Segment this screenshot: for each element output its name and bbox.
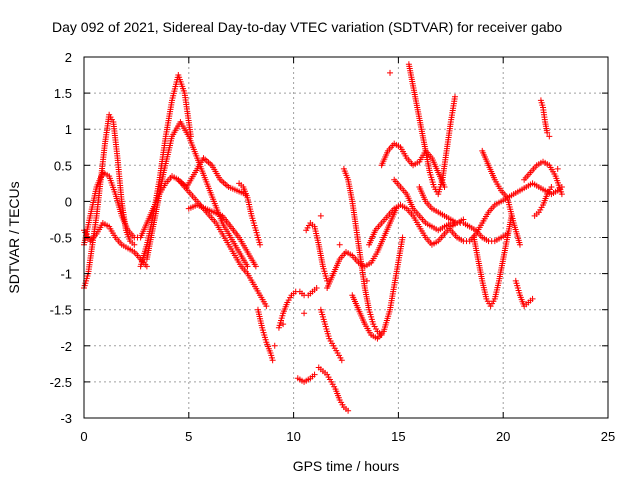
data-point-arc-2 [131, 241, 138, 248]
axis-ticks [83, 56, 609, 419]
data-point-arc-28 [546, 133, 553, 140]
data-point-arc-25 [516, 241, 523, 248]
grid-lines [84, 57, 608, 418]
data-point-arc-9 [269, 357, 276, 364]
y-tick-label: -1.5 [50, 303, 72, 318]
y-tick-label: -2.5 [50, 375, 72, 390]
data-point-arc-3 [143, 263, 150, 270]
data-points [81, 61, 565, 414]
data-point-isolated [280, 321, 287, 328]
data-point-isolated [271, 342, 278, 349]
x-axis-label: GPS time / hours [293, 458, 400, 474]
data-point-arc-11 [311, 371, 318, 378]
data-point-isolated [301, 310, 308, 317]
y-tick-label: 1.5 [54, 86, 72, 101]
data-point-arc-28 [544, 129, 551, 136]
y-tick-label: 1 [65, 122, 72, 137]
data-point-arc-10 [313, 285, 320, 292]
data-point-arc-5 [244, 263, 251, 270]
data-point-arc-29 [548, 183, 555, 190]
data-point-isolated [317, 212, 324, 219]
y-tick-label: -3 [60, 411, 72, 426]
data-point-arc-13 [324, 277, 331, 284]
x-tick-label: 15 [391, 429, 405, 444]
y-tick-label: 2 [65, 50, 72, 65]
y-tick-label: -0.5 [50, 231, 72, 246]
y-axis-label: SDTVAR / TECUs [6, 181, 22, 293]
x-tick-label: 25 [601, 429, 615, 444]
y-tick-label: -1 [60, 267, 72, 282]
data-point-isolated [554, 165, 561, 172]
data-point-isolated [387, 69, 394, 76]
data-point-arc-20 [451, 93, 458, 100]
x-tick-label: 10 [286, 429, 300, 444]
y-tick-label: 0.5 [54, 158, 72, 173]
chart-title: Day 092 of 2021, Sidereal Day-to-day VTE… [52, 19, 563, 35]
data-point-arc-8 [257, 241, 264, 248]
data-point-arc-1 [263, 303, 270, 310]
data-point-isolated [336, 241, 343, 248]
data-point-arc-17 [399, 234, 406, 241]
x-tick-label: 0 [80, 429, 87, 444]
data-point-isolated [363, 277, 370, 284]
data-point-arc-27 [558, 191, 565, 198]
x-tick-label: 20 [496, 429, 510, 444]
data-point-arc-12 [345, 407, 352, 414]
y-tick-label: -2 [60, 339, 72, 354]
y-tick-label: 0 [65, 194, 72, 209]
data-point-arc-26 [529, 295, 536, 302]
data-point-arc-7 [252, 263, 259, 270]
x-tick-label: 5 [185, 429, 192, 444]
data-point-arc-14 [338, 357, 345, 364]
